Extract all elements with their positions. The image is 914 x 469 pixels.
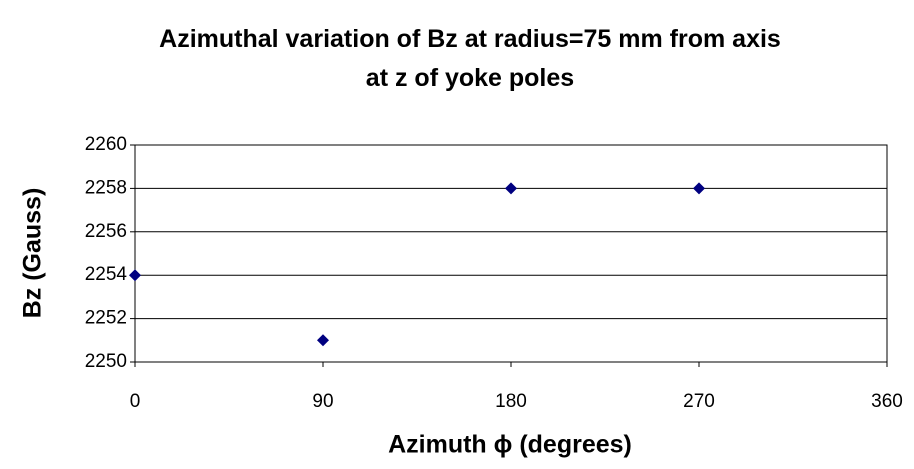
x-tick-label: 360 xyxy=(871,391,903,412)
y-tick-label: 2250 xyxy=(85,351,127,372)
y-tick-label: 2254 xyxy=(85,264,128,285)
y-tick-label: 2258 xyxy=(85,177,127,198)
x-tick-label: 180 xyxy=(495,391,527,412)
x-tick-label: 0 xyxy=(130,391,141,412)
plot-area xyxy=(134,144,888,363)
y-tick-label: 2256 xyxy=(85,221,127,242)
chart-title: Azimuthal variation of Bz at radius=75 m… xyxy=(159,25,781,92)
point xyxy=(129,269,141,282)
x-tick-label: 270 xyxy=(683,391,715,412)
point xyxy=(505,182,517,195)
point xyxy=(317,334,329,347)
point xyxy=(693,182,705,195)
y-axis-label: Bz (Gauss) xyxy=(19,188,47,319)
x-tick-label: 90 xyxy=(312,391,333,412)
y-tick-label: 2260 xyxy=(85,134,127,155)
x-axis-label: Azimuth ϕ (degrees) xyxy=(388,431,632,459)
y-tick-label: 2252 xyxy=(85,308,127,329)
